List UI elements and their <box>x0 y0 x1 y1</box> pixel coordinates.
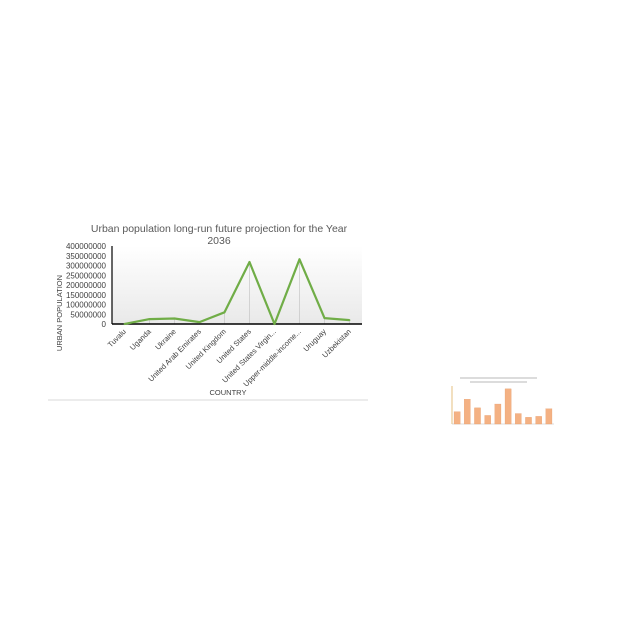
series-line <box>124 258 350 326</box>
thumbnail-bar <box>484 415 491 425</box>
thumbnail-bar <box>464 399 471 425</box>
data-point <box>298 258 301 261</box>
data-point <box>173 317 176 320</box>
thumbnail-bar <box>453 411 461 425</box>
data-point <box>348 319 351 321</box>
y-tick-label: 200000000 <box>66 281 107 290</box>
y-axis-title: URBAN POPULATION <box>55 275 64 351</box>
data-point <box>223 311 226 314</box>
chart-title-line-1: Urban population long-run future project… <box>91 223 348 235</box>
y-tick-label: 100000000 <box>66 301 107 310</box>
y-tick-label: 50000000 <box>70 310 106 319</box>
thumbnail-bar <box>494 403 502 425</box>
data-point <box>273 323 276 325</box>
y-tick-label: 300000000 <box>66 262 107 271</box>
x-axis-title: COUNTRY <box>210 388 247 397</box>
thumbnail-bar <box>525 417 532 425</box>
y-tick-label: 400000000 <box>66 242 107 251</box>
thumbnail-bar <box>545 408 553 425</box>
y-tick-label: 150000000 <box>66 291 107 300</box>
y-tick-labels: 0500000001000000001500000002000000002500… <box>66 242 107 329</box>
thumbnail-bar <box>474 407 481 425</box>
thumbnail-bar <box>504 388 512 425</box>
data-point <box>248 261 251 263</box>
chart-title-line-2: 2036 <box>207 235 231 247</box>
data-points <box>123 258 351 325</box>
thumbnail-bar <box>535 416 542 425</box>
data-point <box>323 317 326 320</box>
data-point <box>148 318 151 321</box>
data-point <box>198 321 201 323</box>
thumbnail-bars <box>453 388 553 425</box>
data-point <box>123 323 126 325</box>
y-tick-label: 0 <box>102 320 107 329</box>
y-tick-label: 350000000 <box>66 252 107 261</box>
y-tick-label: 250000000 <box>66 271 107 280</box>
thumbnail-bar <box>515 413 522 425</box>
